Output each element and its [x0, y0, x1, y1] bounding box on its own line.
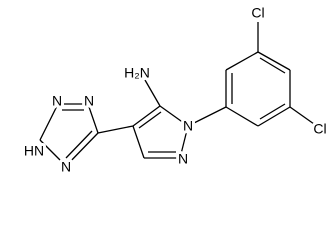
- atom-label: Cl: [313, 121, 326, 137]
- atom-label: H₂N: [124, 65, 150, 81]
- atom-label: N: [52, 93, 62, 109]
- atom-label: Cl: [251, 5, 264, 21]
- atom-label: N: [61, 159, 71, 175]
- atom-label: HN: [24, 143, 44, 159]
- atom-label: N: [84, 93, 94, 109]
- molecule: Cl Cl H₂N N N N N HN N: [23, 4, 327, 175]
- atom-label: N: [178, 151, 188, 167]
- bonds: [39, 22, 315, 167]
- atom-label: N: [183, 118, 193, 134]
